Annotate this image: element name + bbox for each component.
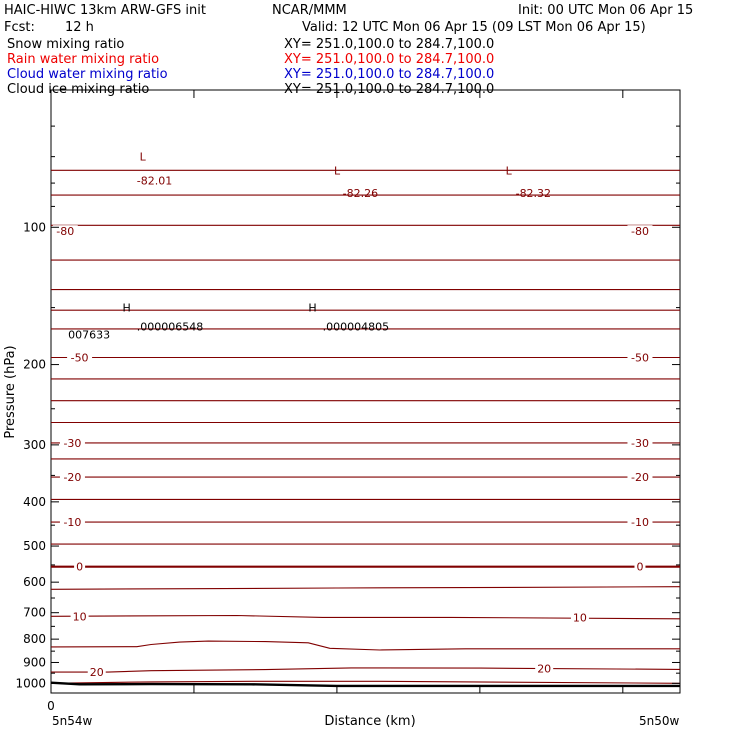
contour-label-background xyxy=(70,610,89,623)
contour-value-label: -30 xyxy=(631,437,649,450)
y-tick-label: 600 xyxy=(23,575,46,589)
terrain-surface-line xyxy=(50,681,680,688)
contour-label-background xyxy=(627,225,653,238)
x-axis: 0 xyxy=(47,90,624,713)
field-name: Snow mixing ratio xyxy=(7,37,124,52)
contour-label-background xyxy=(634,560,646,573)
y-tick-label: 500 xyxy=(23,539,46,553)
low-marker: L xyxy=(334,164,341,177)
title-left: HAIC-HIWC 13km ARW-GFS init xyxy=(4,3,206,18)
contour-label-background xyxy=(627,471,653,484)
y-tick-label: 700 xyxy=(23,606,46,620)
contour-value-label: 20 xyxy=(90,666,104,679)
field-section-coords: XY= 251.0,100.0 to 284.7,100.0 xyxy=(284,67,494,82)
contour-value-label: 10 xyxy=(73,610,87,623)
field-name: Cloud water mixing ratio xyxy=(7,67,168,82)
low-marker: L xyxy=(140,151,147,164)
contour-value-label: -80 xyxy=(631,225,649,238)
contour-value-label: -30 xyxy=(63,437,81,450)
y-tick-label: 300 xyxy=(23,438,46,452)
source-label: NCAR/MMM xyxy=(272,3,347,18)
contour-label-background xyxy=(59,471,85,484)
temperature-contour-line xyxy=(50,614,681,620)
contour-value-label: -20 xyxy=(631,471,649,484)
y-tick-label: 800 xyxy=(23,632,46,646)
contour-label-background xyxy=(59,436,85,449)
contour-value-label: 20 xyxy=(537,662,551,675)
contour-value-label: -10 xyxy=(631,516,649,529)
contour-value-label: -20 xyxy=(63,471,81,484)
temperature-contours xyxy=(50,169,681,688)
plot-frame xyxy=(50,89,681,694)
extremum-value: -82.32 xyxy=(516,187,551,200)
y-tick-label: 900 xyxy=(23,655,46,669)
x-axis-title: Distance (km) xyxy=(324,714,415,729)
contour-label-background xyxy=(87,666,106,679)
contour-label-background xyxy=(74,560,86,573)
contour-label-background xyxy=(52,225,78,238)
contour-value-label: 10 xyxy=(573,611,587,624)
field-section-coords: XY= 251.0,100.0 to 284.7,100.0 xyxy=(284,37,494,52)
contour-label-background xyxy=(627,436,653,449)
y-tick-label: 400 xyxy=(23,495,46,509)
contour-label-background xyxy=(535,662,554,675)
extremum-value: -82.01 xyxy=(137,175,172,188)
y-axis-title: Pressure (hPa) xyxy=(3,345,18,438)
contour-value-label: -10 xyxy=(63,516,81,529)
extremum-value: .000006548 xyxy=(137,320,203,333)
low-marker: L xyxy=(506,164,513,177)
extremum-value: 007633 xyxy=(68,329,110,342)
contour-value-label: -50 xyxy=(71,352,89,365)
field-name: Rain water mixing ratio xyxy=(7,52,159,67)
fcst-label: Fcst: xyxy=(4,20,35,35)
contour-value-label: -80 xyxy=(56,225,74,238)
temperature-contour-line xyxy=(50,640,680,651)
temperature-contour-line xyxy=(51,667,681,673)
y-tick-label: 100 xyxy=(23,220,46,234)
extremum-value: -82.26 xyxy=(343,187,378,200)
x-left-location: 5n54w xyxy=(52,714,93,728)
field-legend: Snow mixing ratio XY= 251.0,100.0 to 284.… xyxy=(7,37,494,97)
contour-label-background xyxy=(59,516,85,529)
high-marker: H xyxy=(308,302,316,315)
fcst-value: 12 h xyxy=(65,20,94,35)
extremum-value: .000004805 xyxy=(323,320,389,333)
temperature-contour-line xyxy=(50,586,681,590)
x-tick-label: 0 xyxy=(47,699,55,713)
x-right-location: 5n50w xyxy=(639,714,680,728)
init-time: Init: 00 UTC Mon 06 Apr 15 xyxy=(518,3,693,18)
contour-value-label: 0 xyxy=(76,561,83,574)
contour-label-background xyxy=(627,516,653,529)
high-marker: H xyxy=(122,302,130,315)
contour-value-label: 0 xyxy=(636,561,643,574)
field-section-coords: XY= 251.0,100.0 to 284.7,100.0 xyxy=(284,52,494,67)
contour-labels: -80 -80 -50 -50 -30 -30 -20 -20 -10 -10 0 0 10 10 20 20… xyxy=(52,151,653,679)
y-tick-label: 200 xyxy=(23,358,46,372)
contour-label-background xyxy=(570,611,589,624)
valid-time: Valid: 12 UTC Mon 06 Apr 15 (09 LST Mon … xyxy=(302,20,646,35)
contour-value-label: -50 xyxy=(631,352,649,365)
contour-label-background xyxy=(67,351,93,364)
temperature-contour-line xyxy=(50,680,681,684)
contour-label-background xyxy=(627,351,653,364)
y-tick-label: 1000 xyxy=(15,676,46,690)
